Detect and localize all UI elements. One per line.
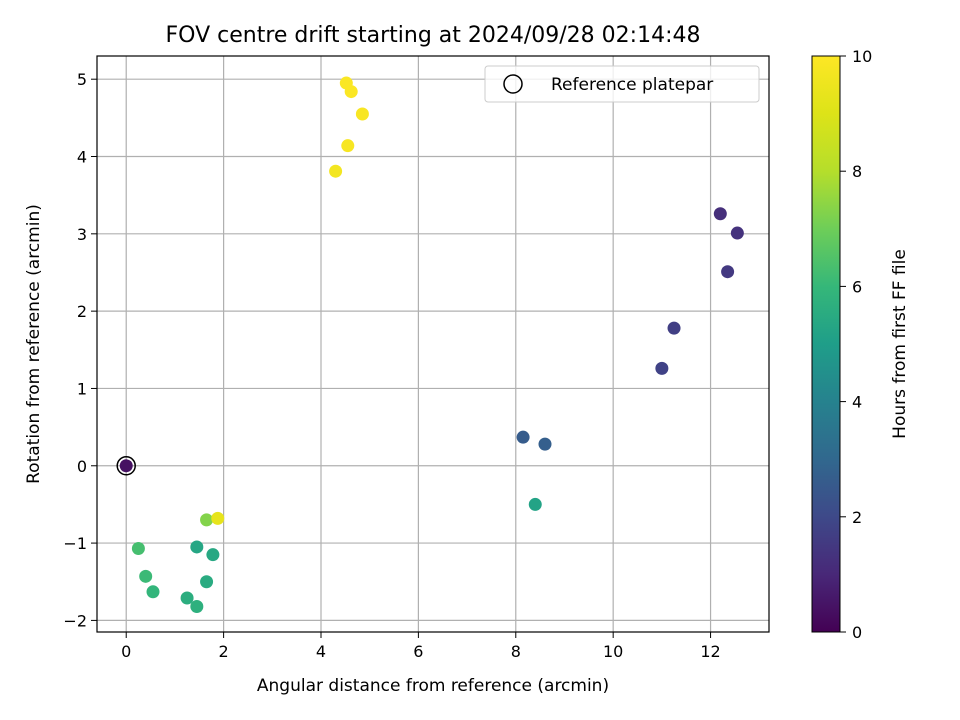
scatter-point [538,437,552,451]
scatter-point [730,226,744,240]
colorbar-tick-label: 4 [852,393,862,412]
legend-label-reference: Reference platepar [551,75,713,95]
x-axis-label: Angular distance from reference (arcmin) [257,676,609,696]
colorbar-tick-label: 2 [852,508,862,527]
scatter-point [190,540,204,554]
colorbar: 0 2 4 6 8 10 Hours from first FF file [811,47,910,642]
y-tick-label: −2 [63,611,87,630]
y-tick-label: 0 [77,457,87,476]
x-tick-label: 2 [219,642,229,661]
legend-box [484,65,760,103]
y-tick-label: 3 [77,225,87,244]
legend-marker-reference [503,74,523,94]
scatter-point [528,497,542,511]
x-axis-ticks: 0 2 4 6 8 10 12 [121,632,721,661]
y-tick-label: 5 [77,70,87,89]
scatter-point [211,511,225,525]
scatter-point [655,361,669,375]
scatter-point [131,541,145,555]
scatter-point [713,207,727,221]
scatter-point [200,513,214,527]
y-tick-label: 4 [77,148,87,167]
x-tick-label: 4 [316,642,326,661]
scatter-point [190,599,204,613]
data-points [116,76,744,613]
x-tick-label: 12 [700,642,720,661]
scatter-point [139,569,153,583]
gridlines [97,56,769,632]
chart-title: FOV centre drift starting at 2024/09/28 … [166,23,701,48]
colorbar-gradient [811,55,841,633]
legend: Reference platepar [484,65,760,103]
reference-platepar-marker [116,456,136,476]
x-tick-label: 0 [121,642,131,661]
y-axis-ticks: −2 −1 0 1 2 3 4 5 [63,70,97,630]
scatter-point [206,548,220,562]
scatter-point [667,321,681,335]
colorbar-tick-label: 8 [852,162,862,181]
scatter-point [329,164,343,178]
colorbar-tick-label: 10 [852,47,872,66]
x-tick-label: 6 [413,642,423,661]
scatter-point [119,459,133,473]
y-axis-label: Rotation from reference (arcmin) [24,204,44,484]
scatter-point [341,139,355,153]
scatter-point [200,575,214,589]
y-tick-label: −1 [63,534,87,553]
plot-frame [96,55,770,633]
x-tick-label: 8 [511,642,521,661]
colorbar-ticks: 0 2 4 6 8 10 [840,47,872,642]
colorbar-tick-label: 6 [852,277,862,296]
y-tick-label: 1 [77,379,87,398]
colorbar-tick-label: 0 [852,623,862,642]
scatter-point [146,585,160,599]
scatter-point [516,430,530,444]
scatter-point [344,85,358,99]
scatter-point [180,591,194,605]
y-tick-label: 2 [77,302,87,321]
colorbar-label: Hours from first FF file [890,249,910,439]
x-tick-label: 10 [603,642,623,661]
scatter-point [721,265,735,279]
scatter-point [355,107,369,121]
